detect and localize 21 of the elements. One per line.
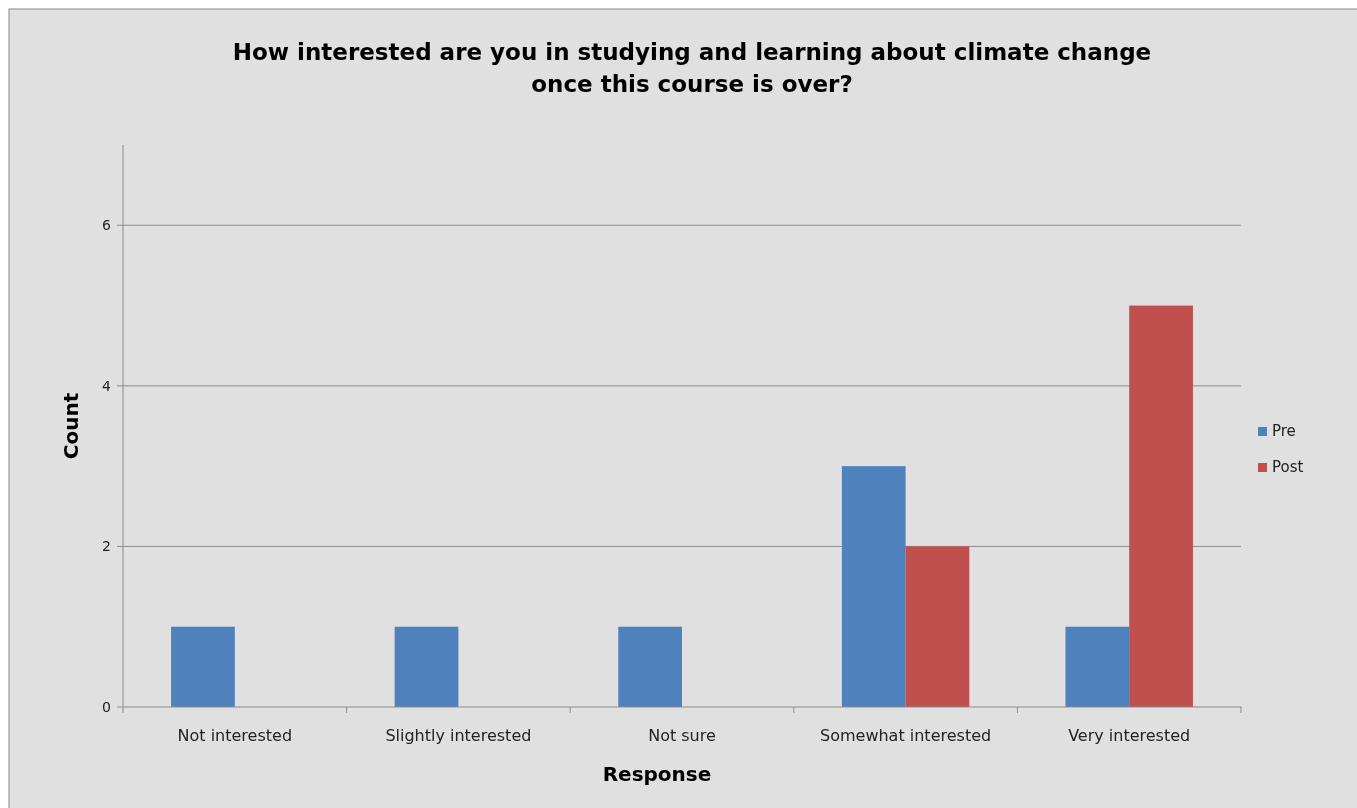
bar bbox=[394, 626, 459, 707]
bar bbox=[618, 626, 682, 707]
x-tick-label: Somewhat interested bbox=[820, 726, 992, 745]
x-tick-label: Not sure bbox=[648, 726, 716, 745]
y-tick-label: 2 bbox=[102, 538, 111, 555]
legend-label: Pre bbox=[1272, 422, 1296, 440]
x-tick-label: Slightly interested bbox=[385, 726, 532, 745]
y-axis-title: Count bbox=[59, 392, 83, 460]
y-tick-label: 4 bbox=[102, 377, 112, 394]
bar bbox=[1065, 626, 1130, 707]
chart-title: How interested are you in studying and learning about climate change once this course is over? bbox=[232, 39, 1152, 97]
bar bbox=[905, 546, 970, 707]
x-axis-title: Response bbox=[602, 762, 712, 786]
x-tick-label: Very interested bbox=[1068, 726, 1191, 745]
y-tick-label: 6 bbox=[102, 217, 112, 234]
legend-label: Post bbox=[1272, 458, 1304, 476]
y-tick-label: 0 bbox=[102, 699, 111, 715]
bar bbox=[841, 466, 906, 707]
x-tick-label: Not interested bbox=[177, 726, 293, 745]
bar bbox=[171, 626, 235, 707]
bar bbox=[1129, 305, 1193, 707]
